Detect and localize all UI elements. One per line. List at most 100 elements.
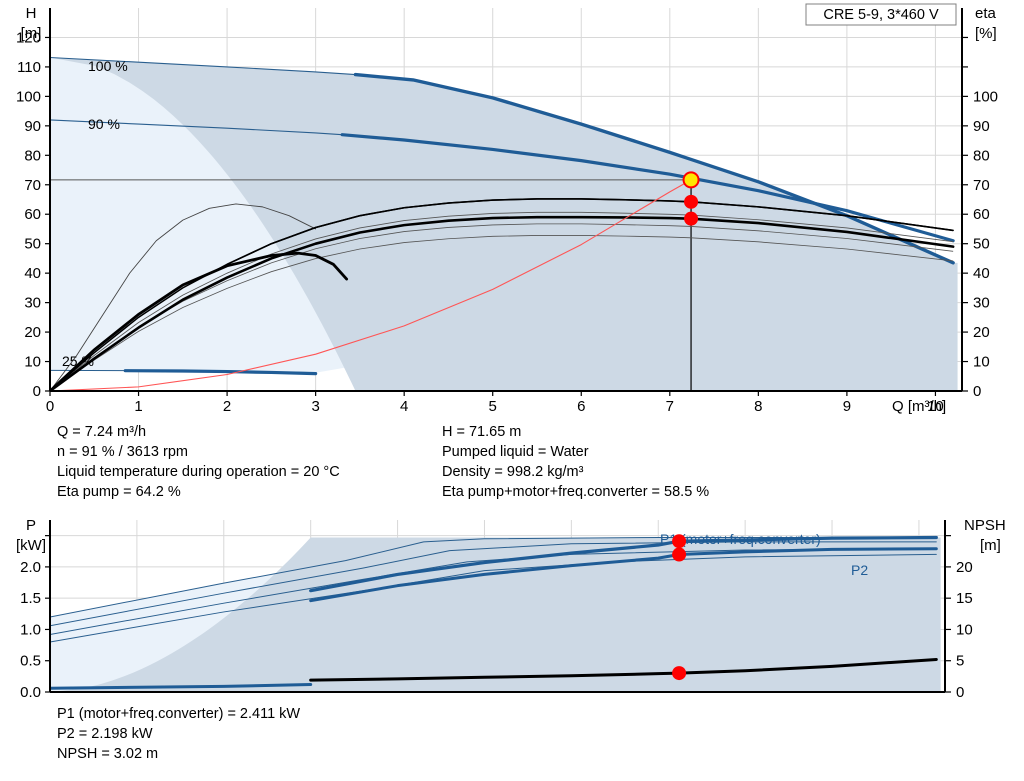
eta-axis-unit: [%] [975, 25, 997, 42]
svg-text:0.5: 0.5 [20, 653, 41, 670]
power-duty-markers[interactable] [672, 534, 687, 681]
power-envelope-dark [50, 537, 941, 692]
head-25-bold [123, 369, 318, 376]
svg-text:3: 3 [311, 398, 319, 415]
info-left-line-2: n = 91 % / 3613 rpm [57, 444, 188, 460]
eta-pump-bold [226, 198, 954, 266]
P1-thin-mid [50, 541, 937, 627]
model-title-box: CRE 5-9, 3*460 V [805, 3, 957, 26]
P2-thin-upper [50, 548, 937, 635]
svg-text:20: 20 [24, 324, 41, 341]
svg-text:120: 120 [16, 29, 41, 46]
npsh-axis-label: NPSH [964, 517, 1006, 534]
upper-tick-labels: 0 1 2 3 4 5 6 7 8 9 100102030405060708090100110120… [16, 29, 998, 415]
svg-text:90: 90 [973, 118, 990, 135]
svg-text:0: 0 [46, 398, 54, 415]
svg-text:4: 4 [400, 398, 408, 415]
svg-text:5: 5 [489, 398, 497, 415]
svg-text:5: 5 [956, 653, 964, 670]
eta-family-2 [50, 234, 954, 391]
svg-text:1: 1 [134, 398, 142, 415]
npsh-axis-unit: [m] [980, 537, 1001, 554]
svg-text:50: 50 [973, 236, 990, 253]
info-left-line-4: Eta pump = 64.2 % [57, 484, 181, 500]
duty-point-npsh[interactable] [672, 666, 687, 681]
info-right-line-1: H = 71.65 m [442, 424, 522, 440]
upper-curves [50, 56, 955, 391]
svg-text:60: 60 [24, 206, 41, 223]
q-axis-label: Q [m³/h] [892, 398, 946, 415]
duty-point-p1[interactable] [672, 534, 687, 549]
svg-text:70: 70 [973, 177, 990, 194]
eta-axis-label: eta [975, 5, 997, 22]
speed-label-100: 100 % [88, 58, 128, 74]
info-bottom-line-3: NPSH = 3.02 m [57, 746, 159, 762]
svg-text:10: 10 [24, 354, 41, 371]
svg-text:10: 10 [927, 398, 944, 415]
svg-text:0: 0 [956, 684, 964, 701]
svg-text:0.0: 0.0 [20, 684, 41, 701]
h-axis-label: H [26, 5, 37, 22]
p2-curve-label: P2 [851, 562, 868, 578]
lower-curves [50, 535, 938, 690]
P2-thin-low [50, 553, 937, 643]
P1-curve [309, 535, 938, 593]
svg-text:30: 30 [24, 295, 41, 312]
svg-text:50: 50 [24, 236, 41, 253]
svg-text:80: 80 [24, 147, 41, 164]
svg-text:0: 0 [33, 383, 41, 400]
svg-text:40: 40 [24, 265, 41, 282]
duty-point-markers[interactable] [682, 171, 700, 226]
svg-text:80: 80 [973, 147, 990, 164]
svg-text:20: 20 [973, 324, 990, 341]
head-90-bold [340, 133, 955, 243]
NPSH-curve [309, 657, 938, 682]
eta-family-1 [50, 223, 954, 391]
system-curve [50, 179, 692, 391]
P-25pct-line [50, 682, 313, 690]
info-right-line-3: Density = 998.2 kg/m³ [442, 464, 584, 480]
eta-partial-speed [50, 251, 349, 391]
svg-text:40: 40 [973, 265, 990, 282]
svg-text:1.0: 1.0 [20, 621, 41, 638]
speed-label-25: 25 % [62, 353, 94, 369]
svg-text:0: 0 [973, 383, 981, 400]
svg-text:9: 9 [843, 398, 851, 415]
svg-text:90: 90 [24, 118, 41, 135]
svg-text:15: 15 [956, 590, 973, 607]
svg-text:70: 70 [24, 177, 41, 194]
head-efficiency-chart: 0 1 2 3 4 5 6 7 8 9 100102030405060708090100110120… [16, 3, 998, 415]
p1-curve-label: P1 (motor+freq.converter) [660, 531, 821, 547]
P2-curve [309, 547, 938, 603]
p-axis-label: P [26, 517, 36, 534]
duty-point-p2[interactable] [672, 547, 687, 562]
svg-text:2.0: 2.0 [20, 559, 41, 576]
info-right-line-2: Pumped liquid = Water [442, 444, 589, 460]
info-right-line-4: Eta pump+motor+freq.converter = 58.5 % [442, 484, 710, 500]
p-axis-unit: [kW] [16, 537, 46, 554]
svg-text:6: 6 [577, 398, 585, 415]
model-title-text: CRE 5-9, 3*460 V [823, 7, 939, 23]
svg-text:10: 10 [973, 354, 990, 371]
lower-tick-labels: 0.0 0.5 1.0 1.5 2.0 0 5 10 15 20 [20, 535, 973, 701]
duty-point-eta-pump[interactable] [684, 194, 699, 209]
svg-text:2: 2 [223, 398, 231, 415]
svg-text:100: 100 [16, 88, 41, 105]
info-bottom-line-2: P2 = 2.198 kW [57, 726, 153, 742]
duty-point-head[interactable] [682, 171, 700, 189]
svg-text:1.5: 1.5 [20, 590, 41, 607]
info-left-line-1: Q = 7.24 m³/h [57, 424, 147, 440]
svg-text:30: 30 [973, 295, 990, 312]
h-axis-unit: [m] [21, 25, 42, 42]
svg-text:7: 7 [666, 398, 674, 415]
svg-text:20: 20 [956, 559, 973, 576]
svg-text:100: 100 [973, 88, 998, 105]
P1-thin-upper [50, 537, 937, 618]
svg-text:60: 60 [973, 206, 990, 223]
info-left-line-3: Liquid temperature during operation = 20… [57, 464, 340, 480]
duty-point-eta-total[interactable] [684, 211, 699, 226]
svg-text:8: 8 [754, 398, 762, 415]
svg-text:10: 10 [956, 621, 973, 638]
